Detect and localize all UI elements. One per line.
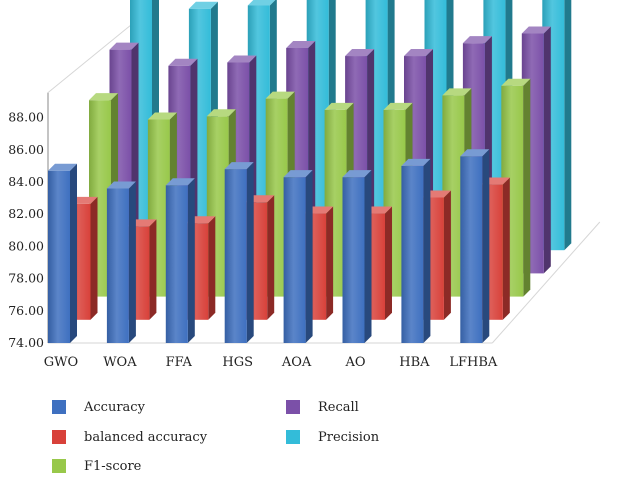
y-tick-label: 76.00 [8, 303, 44, 318]
bar-top-face [106, 181, 136, 189]
bar-top-face [165, 178, 195, 186]
bar-front-face [165, 185, 188, 343]
bar-top-face [342, 170, 372, 178]
bar-side-face [246, 162, 254, 343]
bar-side-face [305, 170, 313, 343]
x-tick-label: AOA [281, 355, 312, 370]
bar-side-face [128, 181, 136, 343]
bar-top-face [283, 170, 313, 178]
bar-top-face [401, 158, 431, 166]
bar-top-face [265, 91, 295, 99]
bar-top-face [188, 1, 218, 9]
bar-top-face [227, 55, 257, 63]
bar-top-face [247, 0, 276, 6]
bar-side-face [543, 26, 551, 274]
bar-top-face [460, 149, 490, 157]
y-tick-label: 84.00 [8, 174, 44, 189]
bar-front-face [460, 156, 483, 343]
bar-front-face [48, 170, 70, 343]
x-tick-label: AO [344, 355, 365, 370]
bar-top-face [462, 36, 492, 44]
bar-side-face [208, 216, 216, 320]
bar-front-face [224, 169, 247, 343]
x-tick-label: LFHBA [449, 355, 498, 370]
bar-front-face [106, 188, 129, 343]
bar-side-face [482, 149, 490, 343]
x-tick-label: FFA [166, 355, 193, 370]
labels-layer: 74.00 76.00 78.00 80.00 82.00 84.00 86.00 88.00… [8, 110, 498, 370]
bar-accuracy [165, 178, 195, 343]
bar-top-face [168, 58, 198, 66]
bar-top-face [147, 112, 177, 120]
bar-side-face [267, 195, 275, 320]
bar-accuracy [224, 162, 254, 343]
bar-side-face [502, 177, 510, 320]
bar-side-face [523, 78, 531, 297]
bar-top-face [206, 109, 236, 117]
y-tick-label: 86.00 [8, 142, 44, 157]
bar-top-face [89, 93, 118, 101]
bar-accuracy [106, 181, 136, 343]
bar-top-face [324, 102, 354, 110]
bar-top-face [224, 162, 254, 170]
x-tick-label: WOA [103, 355, 137, 370]
y-tick-label: 80.00 [8, 238, 44, 253]
x-tick-label: GWO [44, 355, 78, 370]
bar-top-face [404, 49, 433, 57]
bar-side-face [149, 219, 157, 320]
bar-side-face [326, 206, 334, 320]
y-tick-label: 74.00 [8, 335, 44, 350]
bar-top-face [383, 102, 413, 110]
x-tick-label: HGS [222, 355, 253, 370]
bar-front-face [283, 177, 306, 343]
bar-side-face [70, 163, 77, 343]
bar-front-face [342, 177, 365, 343]
bar-accuracy [283, 170, 313, 343]
y-tick-label: 88.00 [8, 110, 44, 125]
bar-accuracy [48, 163, 77, 343]
y-tick-label: 78.00 [8, 271, 44, 286]
bar-top-face [501, 78, 531, 86]
bar-front-face [401, 165, 424, 343]
bars-layer [48, 0, 572, 343]
bar-top-face [442, 88, 472, 96]
bar-side-face [90, 196, 98, 320]
bar-top-face [521, 26, 551, 34]
bar-accuracy [401, 158, 431, 343]
y-tick-label: 82.00 [8, 206, 44, 221]
bar-side-face [364, 170, 372, 343]
bar-top-face [286, 41, 316, 48]
bar-side-face [423, 158, 431, 343]
bar-side-face [564, 0, 572, 251]
bar-side-face [443, 190, 451, 320]
bar-accuracy [342, 170, 372, 343]
bar-accuracy [460, 149, 490, 343]
bar-top-face [48, 163, 77, 171]
bar-side-face [385, 206, 392, 320]
bar-top-face [345, 49, 375, 57]
bar-side-face [187, 178, 195, 343]
bar-top-face [109, 42, 139, 50]
x-tick-label: HBA [399, 355, 430, 370]
floor-right-edge [491, 221, 601, 344]
